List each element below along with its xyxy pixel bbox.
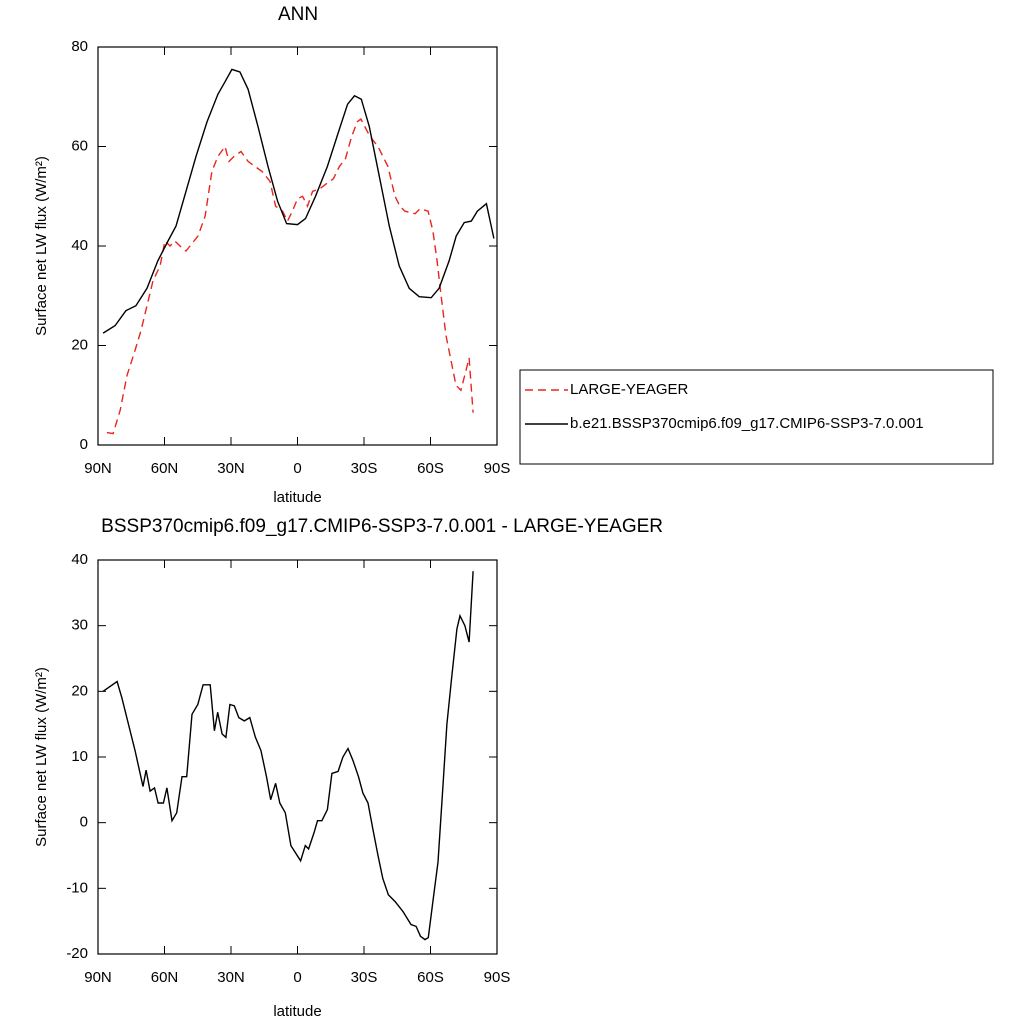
x-tick-label: 30N (217, 969, 245, 986)
plot-frame (97, 46, 498, 446)
x-tick-label: 60N (151, 969, 179, 986)
x-tick-label: 0 (293, 460, 301, 477)
plot-frame (97, 559, 498, 955)
y-tick-label: 80 (71, 38, 88, 55)
y-tick-label: 0 (80, 814, 88, 831)
y-tick-label: -10 (66, 879, 88, 896)
legend-box (519, 369, 994, 465)
y-tick-label: -20 (66, 945, 88, 962)
y-tick-label: 30 (71, 617, 88, 634)
x-axis-label: latitude (273, 489, 321, 506)
series-line (102, 68, 495, 334)
x-tick-label: 0 (293, 969, 301, 986)
x-tick-label: 30S (351, 969, 378, 986)
y-axis-label: Surface net LW flux (W/m²) (33, 156, 50, 336)
series-line (106, 118, 474, 435)
x-tick-label: 90N (84, 460, 112, 477)
x-tick-label: 30S (351, 460, 378, 477)
legend-label: b.e21.BSSP370cmip6.f09_g17.CMIP6-SSP3-7.… (570, 415, 924, 432)
y-tick-label: 0 (80, 436, 88, 453)
chart-title: BSSP370cmip6.f09_g17.CMIP6-SSP3-7.0.001 … (101, 516, 663, 537)
legend-label: LARGE-YEAGER (570, 381, 689, 398)
x-tick-label: 90S (484, 460, 511, 477)
x-tick-label: 60N (151, 460, 179, 477)
x-tick-label: 60S (417, 969, 444, 986)
y-tick-label: 40 (71, 237, 88, 254)
x-tick-label: 60S (417, 460, 444, 477)
x-axis-label: latitude (273, 1003, 321, 1020)
x-tick-label: 30N (217, 460, 245, 477)
y-axis-label: Surface net LW flux (W/m²) (33, 667, 50, 847)
x-tick-label: 90S (484, 969, 511, 986)
series-line (102, 571, 474, 941)
y-tick-label: 20 (71, 336, 88, 353)
x-tick-label: 90N (84, 969, 112, 986)
y-tick-label: 60 (71, 137, 88, 154)
chart-title: ANN (278, 4, 318, 25)
y-tick-label: 40 (71, 551, 88, 568)
y-tick-label: 10 (71, 748, 88, 765)
y-tick-label: 20 (71, 682, 88, 699)
